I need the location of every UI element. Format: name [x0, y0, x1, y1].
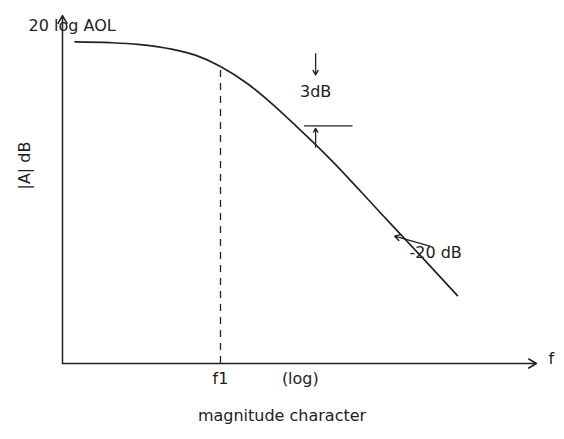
- svg-text:20 log AOL: 20 log AOL: [29, 16, 116, 35]
- svg-text:(log): (log): [282, 369, 319, 388]
- svg-text:3dB: 3dB: [300, 82, 331, 101]
- svg-text:f: f: [549, 349, 555, 368]
- html-text:magnitude character: magnitude character: [197, 406, 367, 425]
- svg-text:|A| dB: |A| dB: [15, 142, 34, 190]
- svg-text:-20 dB: -20 dB: [409, 243, 461, 262]
- svg-text:f1: f1: [213, 369, 229, 388]
